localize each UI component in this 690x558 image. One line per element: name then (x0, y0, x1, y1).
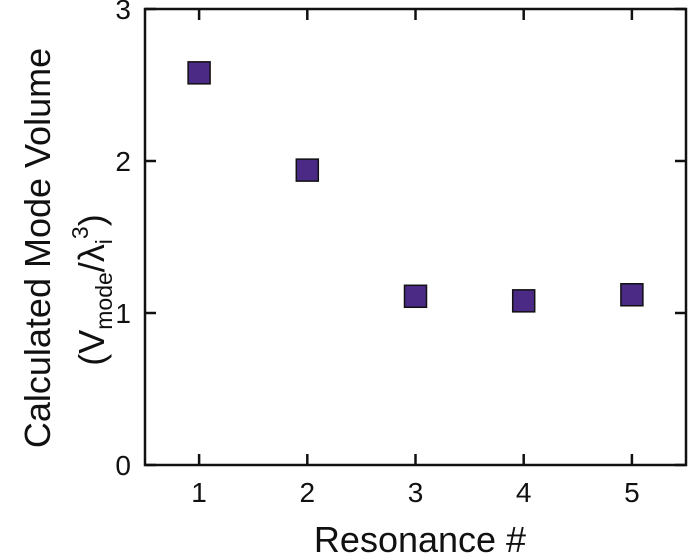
y-axis-title-line2: (Vmode/λi3) (67, 214, 117, 365)
x-tick-label: 5 (624, 477, 640, 508)
data-point-square (511, 289, 536, 313)
plot-frame (143, 7, 688, 467)
data-point-square (295, 158, 320, 182)
x-axis-title: Resonance # (314, 519, 526, 558)
y-axis-title-close: ) (71, 214, 112, 226)
y-axis-title-sub-mode: mode (91, 272, 117, 330)
y-axis-title-open: (V (71, 330, 112, 366)
y-tick-label: 1 (115, 298, 131, 329)
x-tick-label: 2 (300, 477, 316, 508)
y-axis-title-line1: Calculated Mode Volume (17, 48, 58, 448)
y-axis-title-sup: 3 (67, 226, 93, 239)
x-tick-label: 3 (408, 477, 424, 508)
y-tick-label: 3 (115, 0, 131, 25)
tick-layer: 1 2 3 4 5 0 1 2 3 (115, 0, 686, 508)
x-tick-label: 1 (191, 477, 207, 508)
data-point-square (620, 283, 644, 307)
data-point-square (187, 61, 211, 85)
y-axis-title: Calculated Mode Volume (Vmode/λi3) (17, 48, 117, 448)
y-tick-label: 0 (115, 450, 131, 481)
y-tick-label: 2 (115, 146, 131, 177)
plot-area (143, 7, 688, 467)
x-tick-label: 4 (516, 477, 532, 508)
y-axis-title-lambda: /λ (71, 244, 112, 272)
marker-layer (187, 61, 644, 313)
y-axis-title-sub-i: i (91, 239, 117, 244)
data-point-square (403, 284, 428, 309)
